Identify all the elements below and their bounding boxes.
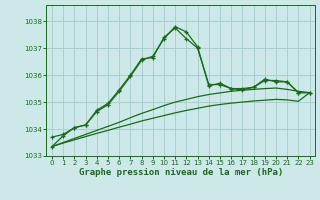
X-axis label: Graphe pression niveau de la mer (hPa): Graphe pression niveau de la mer (hPa) [79, 168, 283, 177]
